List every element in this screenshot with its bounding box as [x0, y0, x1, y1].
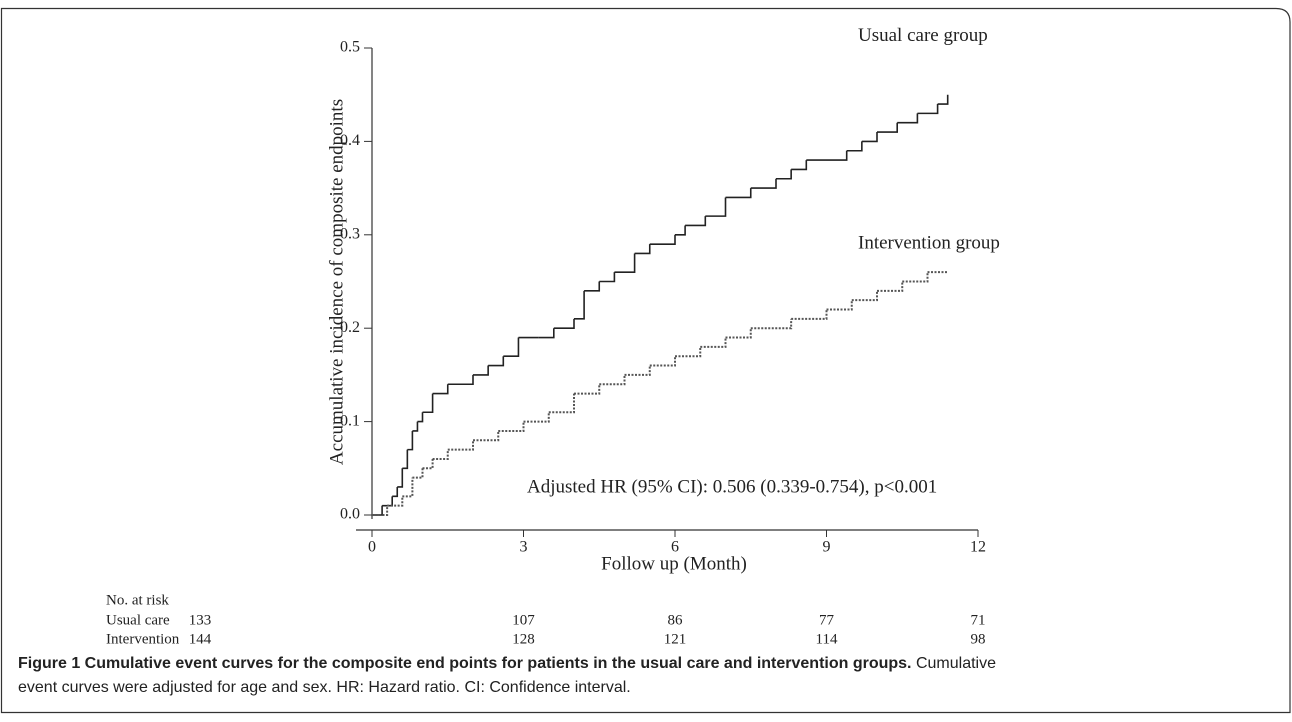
x-axis-label: Follow up (Month): [601, 553, 747, 574]
risk-row-label: Intervention: [106, 631, 180, 647]
series-label: Intervention group: [858, 233, 1000, 254]
risk-row-label: Usual care: [106, 612, 170, 628]
curve-step: [498, 421, 525, 432]
x-tick-label: 0: [368, 539, 376, 556]
curve-step: [624, 365, 651, 376]
curve-step: [432, 384, 449, 395]
curve-step: [649, 234, 676, 245]
curve-step: [937, 94, 949, 105]
risk-value: 86: [668, 612, 684, 628]
curve-step: [548, 393, 575, 414]
y-tick-label: 0.4: [340, 132, 360, 149]
curve-step: [675, 346, 702, 358]
figure-border: [0, 7, 1291, 714]
caption-text: event curves were adjusted for age and s…: [18, 679, 631, 696]
y-tick-label: 0.3: [340, 225, 360, 242]
curve-step: [402, 449, 409, 470]
curve-step: [917, 104, 939, 115]
curve-step: [851, 290, 878, 302]
curve-step: [397, 468, 404, 488]
curve-step: [791, 309, 828, 320]
curve-step: [725, 328, 752, 339]
curve-step: [599, 374, 626, 386]
curve-step: [634, 244, 651, 255]
curve-step: [574, 384, 601, 395]
curve-step: [387, 496, 404, 507]
curve-step: [685, 216, 707, 227]
caption-text: Cumulative: [916, 655, 996, 672]
curve-step: [725, 188, 752, 199]
curve-step: [432, 449, 449, 460]
curve-step: [523, 412, 550, 423]
curve-step: [750, 318, 793, 330]
curve-step: [574, 290, 585, 320]
curve-step: [897, 113, 919, 124]
risk-value: 133: [189, 612, 212, 628]
x-tick-label: 6: [671, 539, 679, 556]
curve-step: [826, 150, 848, 161]
curve-step: [649, 356, 676, 367]
curve-step: [412, 468, 424, 479]
risk-value: 71: [971, 612, 986, 628]
curve-step: [705, 197, 727, 217]
risk-value: 121: [664, 631, 687, 647]
curve-step: [503, 337, 520, 358]
curve-step: [791, 160, 808, 171]
curve-step: [392, 486, 399, 498]
curve-step: [538, 328, 555, 339]
curve-step: [675, 225, 686, 236]
curve-step: [422, 458, 434, 470]
risk-value: 98: [971, 631, 986, 647]
y-axis-label: Accumulative incidence of composite endp…: [326, 99, 347, 465]
y-tick-label: 0.2: [340, 319, 360, 336]
curve-step: [417, 412, 424, 423]
y-tick-label: 0.0: [340, 506, 360, 523]
curve-step: [447, 440, 474, 451]
curve-step: [902, 272, 929, 283]
curve-step: [473, 430, 500, 442]
curve-step: [412, 421, 419, 432]
curve-step: [372, 505, 389, 516]
risk-value: 144: [189, 631, 212, 647]
curve-step: [877, 281, 904, 292]
curve-step: [584, 281, 601, 292]
curve-step: [700, 337, 727, 348]
x-tick-label: 12: [970, 539, 986, 556]
risk-value: 107: [512, 612, 535, 628]
curve-step: [776, 169, 792, 180]
risk-value: 128: [512, 631, 535, 647]
curve-step: [877, 122, 898, 133]
caption: Figure 1 Cumulative event curves for the…: [18, 655, 996, 672]
series-label: Usual care group: [858, 25, 988, 46]
curve-step: [750, 178, 777, 189]
curve-step: [447, 374, 474, 386]
curve-step: [372, 505, 383, 516]
y-tick-label: 0.5: [340, 39, 360, 56]
curve-step: [599, 272, 616, 283]
caption-label: Figure 1 Cumulative event curves for the…: [18, 655, 912, 672]
y-tick-label: 0.1: [340, 412, 360, 429]
curve-step: [861, 132, 878, 143]
annotation: Adjusted HR (95% CI): 0.506 (0.339-0.754…: [527, 476, 937, 497]
risk-value: 114: [816, 631, 838, 647]
curve-step: [614, 253, 636, 273]
curve-step: [473, 365, 489, 376]
curve-step: [488, 356, 505, 367]
curve-step: [407, 430, 414, 451]
curve-step: [846, 141, 863, 152]
risk-value: 77: [819, 612, 835, 628]
curve-step: [382, 496, 393, 507]
curve-step: [402, 477, 414, 498]
curve-step: [553, 318, 575, 329]
curve-step: [826, 300, 853, 311]
x-tick-label: 3: [520, 539, 528, 556]
risk-title: No. at risk: [106, 592, 169, 608]
curve-step: [422, 393, 434, 414]
x-tick-label: 9: [823, 539, 831, 556]
